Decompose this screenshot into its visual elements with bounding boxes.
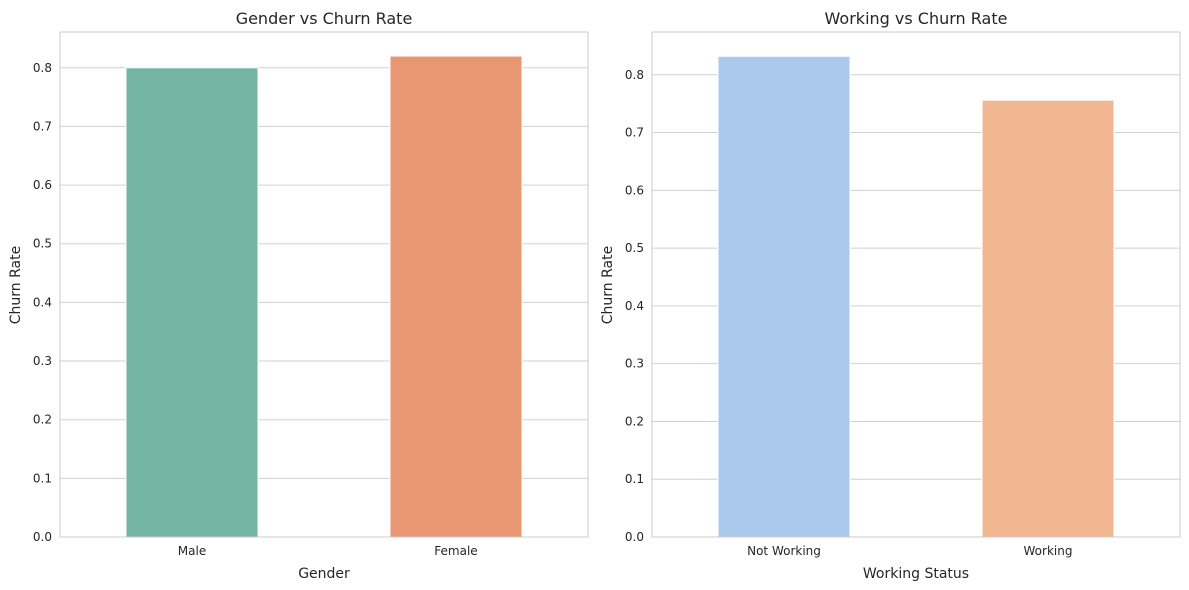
chart-title: Working vs Churn Rate (825, 9, 1008, 28)
bar-working (981, 99, 1115, 538)
y-tick-label: 0.5 (33, 237, 52, 251)
y-tick-label: 0.5 (625, 241, 644, 255)
y-tick-label: 0.3 (625, 357, 644, 371)
y-tick-label: 0.0 (625, 530, 644, 544)
y-tick-label: 0.7 (33, 119, 52, 133)
y-tick-label: 0.0 (33, 530, 52, 544)
plot-frame (59, 31, 589, 538)
y-tick-label: 0.1 (625, 472, 644, 486)
x-axis-label: Working Status (863, 566, 969, 582)
y-tick-label: 0.4 (625, 299, 644, 313)
x-tick-label: Female (434, 544, 477, 558)
y-tick-label: 0.2 (33, 413, 52, 427)
bar-male (125, 67, 259, 538)
plot-frame (651, 31, 1181, 538)
gender-churn-chart: 0.0 0.1 0.2 0.3 0.4 0.5 0.6 0.7 0.8 Male Female Ge… (8, 9, 589, 582)
working-churn-chart: 0.0 0.1 0.2 0.3 0.4 0.5 0.6 0.7 0.8 Not Working Wo… (600, 9, 1181, 582)
y-tick-label: 0.6 (33, 178, 52, 192)
y-axis-label: Churn Rate (8, 246, 24, 324)
bar-female (389, 55, 523, 538)
chart-title: Gender vs Churn Rate (236, 9, 413, 28)
y-tick-label: 0.8 (33, 61, 52, 75)
y-tick-label: 0.7 (625, 126, 644, 140)
y-tick-label: 0.6 (625, 183, 644, 197)
y-tick-label: 0.3 (33, 354, 52, 368)
y-tick-label: 0.8 (625, 68, 644, 82)
x-tick-label: Working (1024, 544, 1073, 558)
plot-area: 0.0 0.1 0.2 0.3 0.4 0.5 0.6 0.7 0.8 Male Female (33, 31, 589, 558)
x-tick-label: Male (178, 544, 206, 558)
x-tick-label: Not Working (747, 544, 821, 558)
bar-not-working (717, 55, 851, 538)
y-tick-label: 0.1 (33, 471, 52, 485)
y-tick-label: 0.2 (625, 414, 644, 428)
x-axis-label: Gender (298, 566, 350, 582)
y-axis-label: Churn Rate (600, 246, 616, 324)
plot-area: 0.0 0.1 0.2 0.3 0.4 0.5 0.6 0.7 0.8 Not Working Wo… (625, 31, 1181, 558)
y-tick-label: 0.4 (33, 295, 52, 309)
